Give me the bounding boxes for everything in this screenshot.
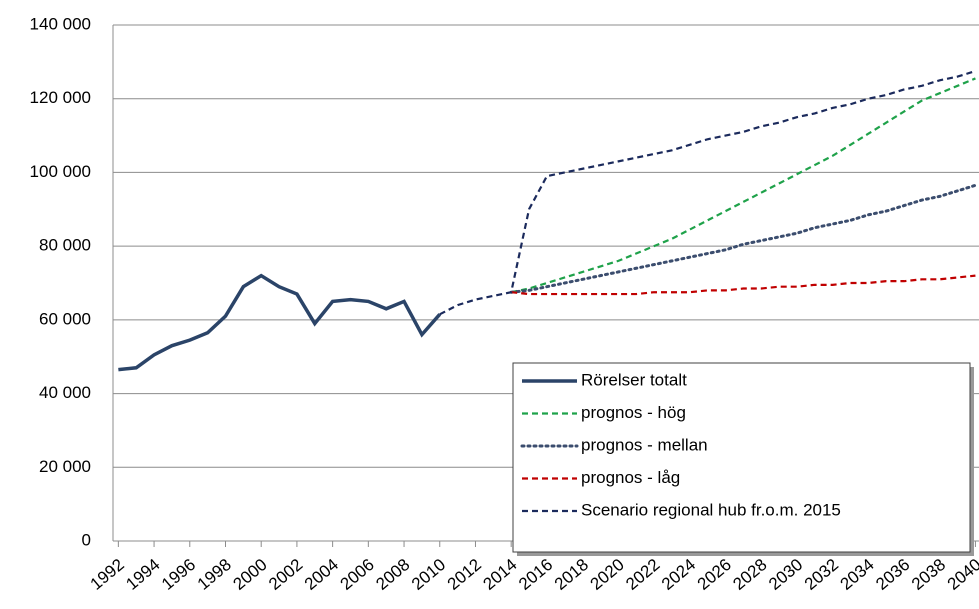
y-tick-label: 20 000	[39, 457, 91, 476]
x-tick-label: 2014	[479, 555, 520, 594]
x-tick-label: 2026	[694, 555, 735, 594]
y-tick-label: 100 000	[30, 162, 91, 181]
x-tick-label: 2040	[944, 555, 979, 594]
x-tick-label: 1992	[87, 555, 128, 594]
y-tick-label: 0	[82, 530, 91, 549]
x-tick-label: 1994	[122, 555, 163, 594]
y-tick-label: 80 000	[39, 236, 91, 255]
x-tick-label: 1996	[158, 555, 199, 594]
x-tick-label: 2020	[587, 555, 628, 594]
x-tick-label: 1998	[194, 555, 235, 594]
x-tick-label: 2036	[872, 555, 913, 594]
x-tick-label: 2010	[408, 555, 449, 594]
y-tick-label: 40 000	[39, 383, 91, 402]
x-tick-label: 2038	[908, 555, 949, 594]
legend: Rörelser totalt prognos - hög prognos - me…	[512, 362, 974, 556]
x-tick-label: 2012	[444, 555, 485, 594]
x-tick-label: 2018	[551, 555, 592, 594]
x-tick-label: 2024	[658, 555, 699, 594]
y-tick-label: 140 000	[30, 14, 91, 33]
y-tick-label: 60 000	[39, 309, 91, 328]
y-tick-label: 120 000	[30, 88, 91, 107]
x-tick-label: 2008	[372, 555, 413, 594]
legend-label: Rörelser totalt	[581, 370, 687, 389]
x-tick-label: 2030	[765, 555, 806, 594]
x-tick-label: 2000	[229, 555, 270, 594]
x-tick-label: 2006	[337, 555, 378, 594]
x-tick-label: 2002	[265, 555, 306, 594]
legend-label: prognos - låg	[581, 468, 680, 487]
series-line	[118, 273, 442, 372]
series-line	[509, 183, 977, 294]
series-line	[511, 274, 976, 296]
x-tick-label: 2034	[837, 555, 878, 594]
legend-label: prognos - mellan	[581, 435, 708, 454]
x-tick-label: 2016	[515, 555, 556, 594]
x-tick-label: 2032	[801, 555, 842, 594]
series-line	[439, 70, 976, 316]
legend-label: Scenario regional hub fr.o.m. 2015	[581, 500, 841, 519]
legend-box	[512, 362, 971, 553]
series-line	[510, 77, 976, 294]
x-tick-label: 2022	[622, 555, 663, 594]
x-tick-label: 2004	[301, 555, 342, 594]
legend-label: prognos - hög	[581, 403, 686, 422]
x-tick-label: 2028	[729, 555, 770, 594]
